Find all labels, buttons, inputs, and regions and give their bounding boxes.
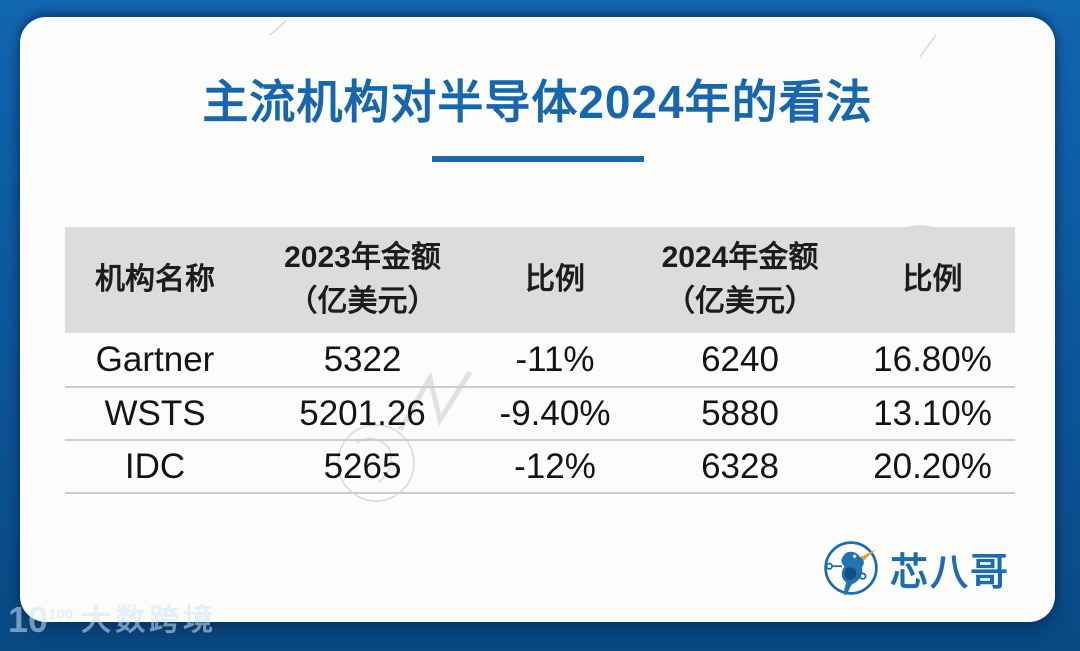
institution-name: Gartner [95,339,215,379]
amount-2024: 6240 [701,339,779,379]
col-header-sublabel: （亿美元） [287,285,438,318]
institution-name: IDC [124,446,186,486]
brand-name: 芯八哥 [889,551,1010,594]
amount-2023: 5322 [323,339,402,379]
col-header-label: 2023年金额 [284,241,441,274]
col-header-institution: 机构名称 [65,258,245,302]
col-header-label: 机构名称 [95,263,215,296]
amount-2023: 5201.26 [299,393,426,433]
table-row-gartner: Gartner 5322 -11% 6240 16.80% [65,333,1015,386]
circuit-node [825,562,833,570]
title-underline [431,156,644,162]
col-header-2024-ratio: 比例 [850,258,1015,302]
ratio-2024: 20.20% [873,446,992,486]
bird-beak [860,548,877,563]
dashu-kuajing-logo-mark: 10100 [8,599,74,640]
col-header-label: 比例 [902,263,963,296]
bird-eye [852,554,857,558]
table-body: Gartner 5322 -11% 6240 16.80% WSTS 5201.… [65,333,1015,494]
ratio-2024: 13.10% [873,393,992,433]
col-header-sublabel: （亿美元） [665,285,815,318]
col-header-2024-amount: 2024年金额 （亿美元） [630,236,850,324]
amount-2023: 5265 [323,446,402,486]
circuit-node [859,572,867,580]
corner-watermark: 10100 大数跨境 [8,602,217,638]
data-table: 机构名称 2023年金额 （亿美元） 比例 2024年金额 （亿美元） 比例 G… [65,227,1015,494]
col-header-label: 2024年金额 [661,241,819,274]
ratio-2023: -11% [515,339,595,379]
table-header-row: 机构名称 2023年金额 （亿美元） 比例 2024年金额 （亿美元） 比例 [65,227,1015,333]
brand-logo: 芯八哥 [822,539,1010,597]
kingfisher-logo-icon [824,541,878,596]
amount-2024: 5880 [701,393,779,433]
ratio-2023: -12% [514,446,596,486]
table-row-wsts: WSTS 5201.26 -9.40% 5880 13.10% [65,386,1015,439]
content-card: 主流机构对半导体2024年的看法 机构名称 2023年金额 （亿美元） 比例 2… [20,17,1055,622]
page-title: 主流机构对半导体2024年的看法 [202,76,873,128]
institution-name: WSTS [104,393,206,433]
bird-wing [844,567,857,580]
logo-mark-superscript: 100 [48,606,74,623]
ratio-2024: 16.80% [873,339,992,379]
table-row-idc: IDC 5265 -12% 6328 20.20% [65,439,1015,492]
corner-watermark-text: 大数跨境 [81,603,218,637]
col-header-label: 比例 [525,263,585,296]
ratio-2023: -9.40% [499,393,611,433]
col-header-2023-amount: 2023年金额 （亿美元） [245,236,480,324]
col-header-2023-ratio: 比例 [480,258,630,302]
amount-2024: 6328 [701,446,779,486]
